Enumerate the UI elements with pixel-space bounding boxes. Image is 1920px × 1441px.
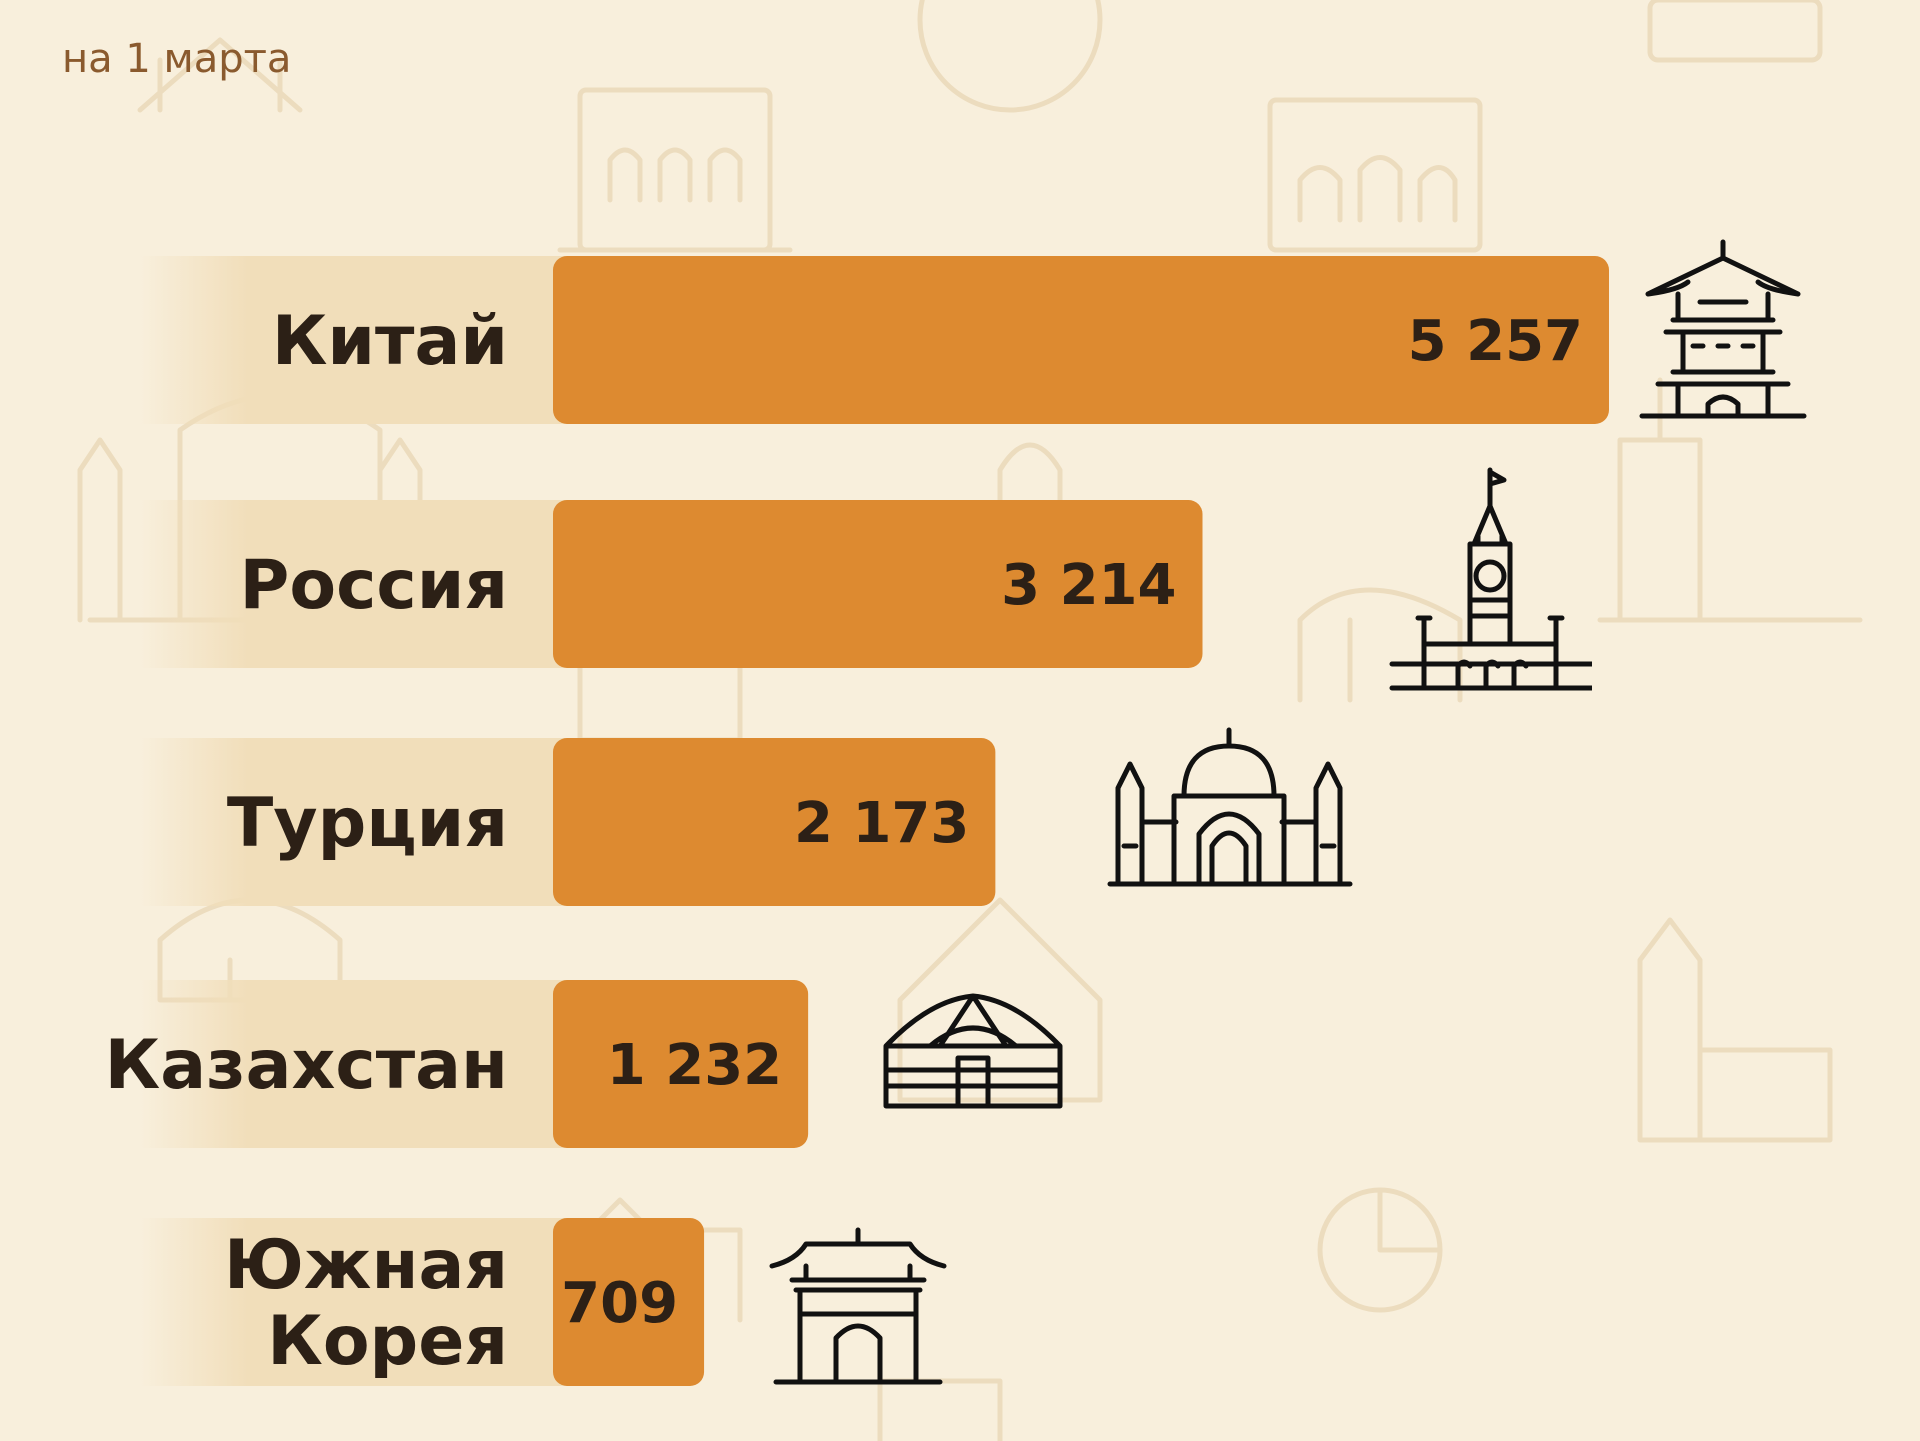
bar: [553, 980, 809, 1148]
value-label: 2 173: [794, 791, 969, 856]
category-label: Россия: [240, 546, 508, 625]
category-label: Турция: [227, 784, 508, 863]
label-band: [140, 980, 573, 1148]
yurt-icon: [883, 993, 1063, 1109]
bar: [553, 738, 996, 906]
category-label: Казахстан: [105, 1026, 508, 1105]
value-label: 5 257: [1408, 309, 1583, 374]
value-label: 709: [561, 1271, 678, 1336]
bar: [553, 500, 1203, 668]
category-label: Китай: [272, 302, 508, 381]
label-band: [140, 738, 573, 906]
mosque-icon: [1107, 727, 1353, 887]
value-label: 1 232: [607, 1033, 782, 1098]
value-label: 3 214: [1001, 553, 1176, 618]
label-band: [140, 500, 573, 668]
label-band: [140, 1218, 573, 1386]
category-label: Южная Корея: [224, 1226, 508, 1381]
chart-subtitle: на 1 марта: [62, 36, 292, 82]
pagoda-icon: [1639, 239, 1807, 419]
kremlin-tower-icon: [1389, 467, 1592, 691]
bar: [553, 256, 1609, 424]
korean-gate-icon: [769, 1227, 947, 1385]
label-band: [140, 256, 573, 424]
bar: [553, 1218, 705, 1386]
